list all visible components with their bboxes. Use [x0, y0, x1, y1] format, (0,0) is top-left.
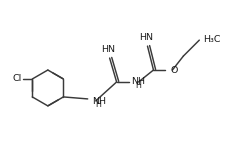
Text: Cl: Cl [12, 74, 21, 83]
Text: NH: NH [92, 97, 106, 106]
Text: H₃C: H₃C [203, 35, 221, 44]
Text: HN: HN [101, 45, 115, 54]
Text: HN: HN [140, 33, 153, 42]
Text: NH: NH [132, 77, 146, 86]
Text: H: H [95, 100, 101, 109]
Text: H: H [135, 81, 141, 90]
Text: O: O [170, 66, 178, 74]
